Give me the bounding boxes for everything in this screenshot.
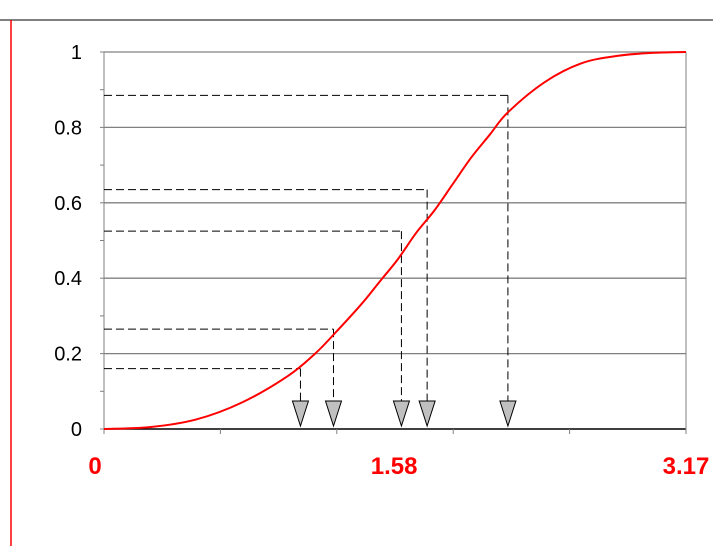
y-tick-label: 0.6: [54, 193, 82, 215]
down-arrow-icon: [392, 400, 411, 428]
gridlines: [104, 51, 686, 355]
down-arrow-icon: [499, 400, 517, 428]
cdf-curve-line: [103, 51, 687, 430]
down-arrow-icon: [418, 400, 436, 428]
y-tick-label: 0: [71, 419, 82, 441]
annotation-guides: [104, 94, 509, 401]
y-tick-label: 0.4: [54, 268, 82, 290]
y-tick-label: 1: [71, 42, 82, 64]
curve: [103, 51, 687, 430]
x-tick-label: 3.17: [663, 453, 710, 480]
annotation-arrows: [291, 400, 517, 428]
y-tick-label: 0.2: [54, 344, 82, 366]
y-tick-label: 0.8: [54, 117, 82, 139]
down-arrow-icon: [324, 400, 343, 428]
down-arrow-icon: [291, 400, 310, 428]
x-axis-ticks: 0 1.58 3.17: [88, 453, 709, 480]
axes: [100, 51, 687, 434]
y-axis-ticks: 0 0.2 0.4 0.6 0.8 1: [54, 42, 82, 441]
x-tick-label: 0: [88, 453, 101, 480]
x-tick-label: 1.58: [371, 453, 418, 480]
